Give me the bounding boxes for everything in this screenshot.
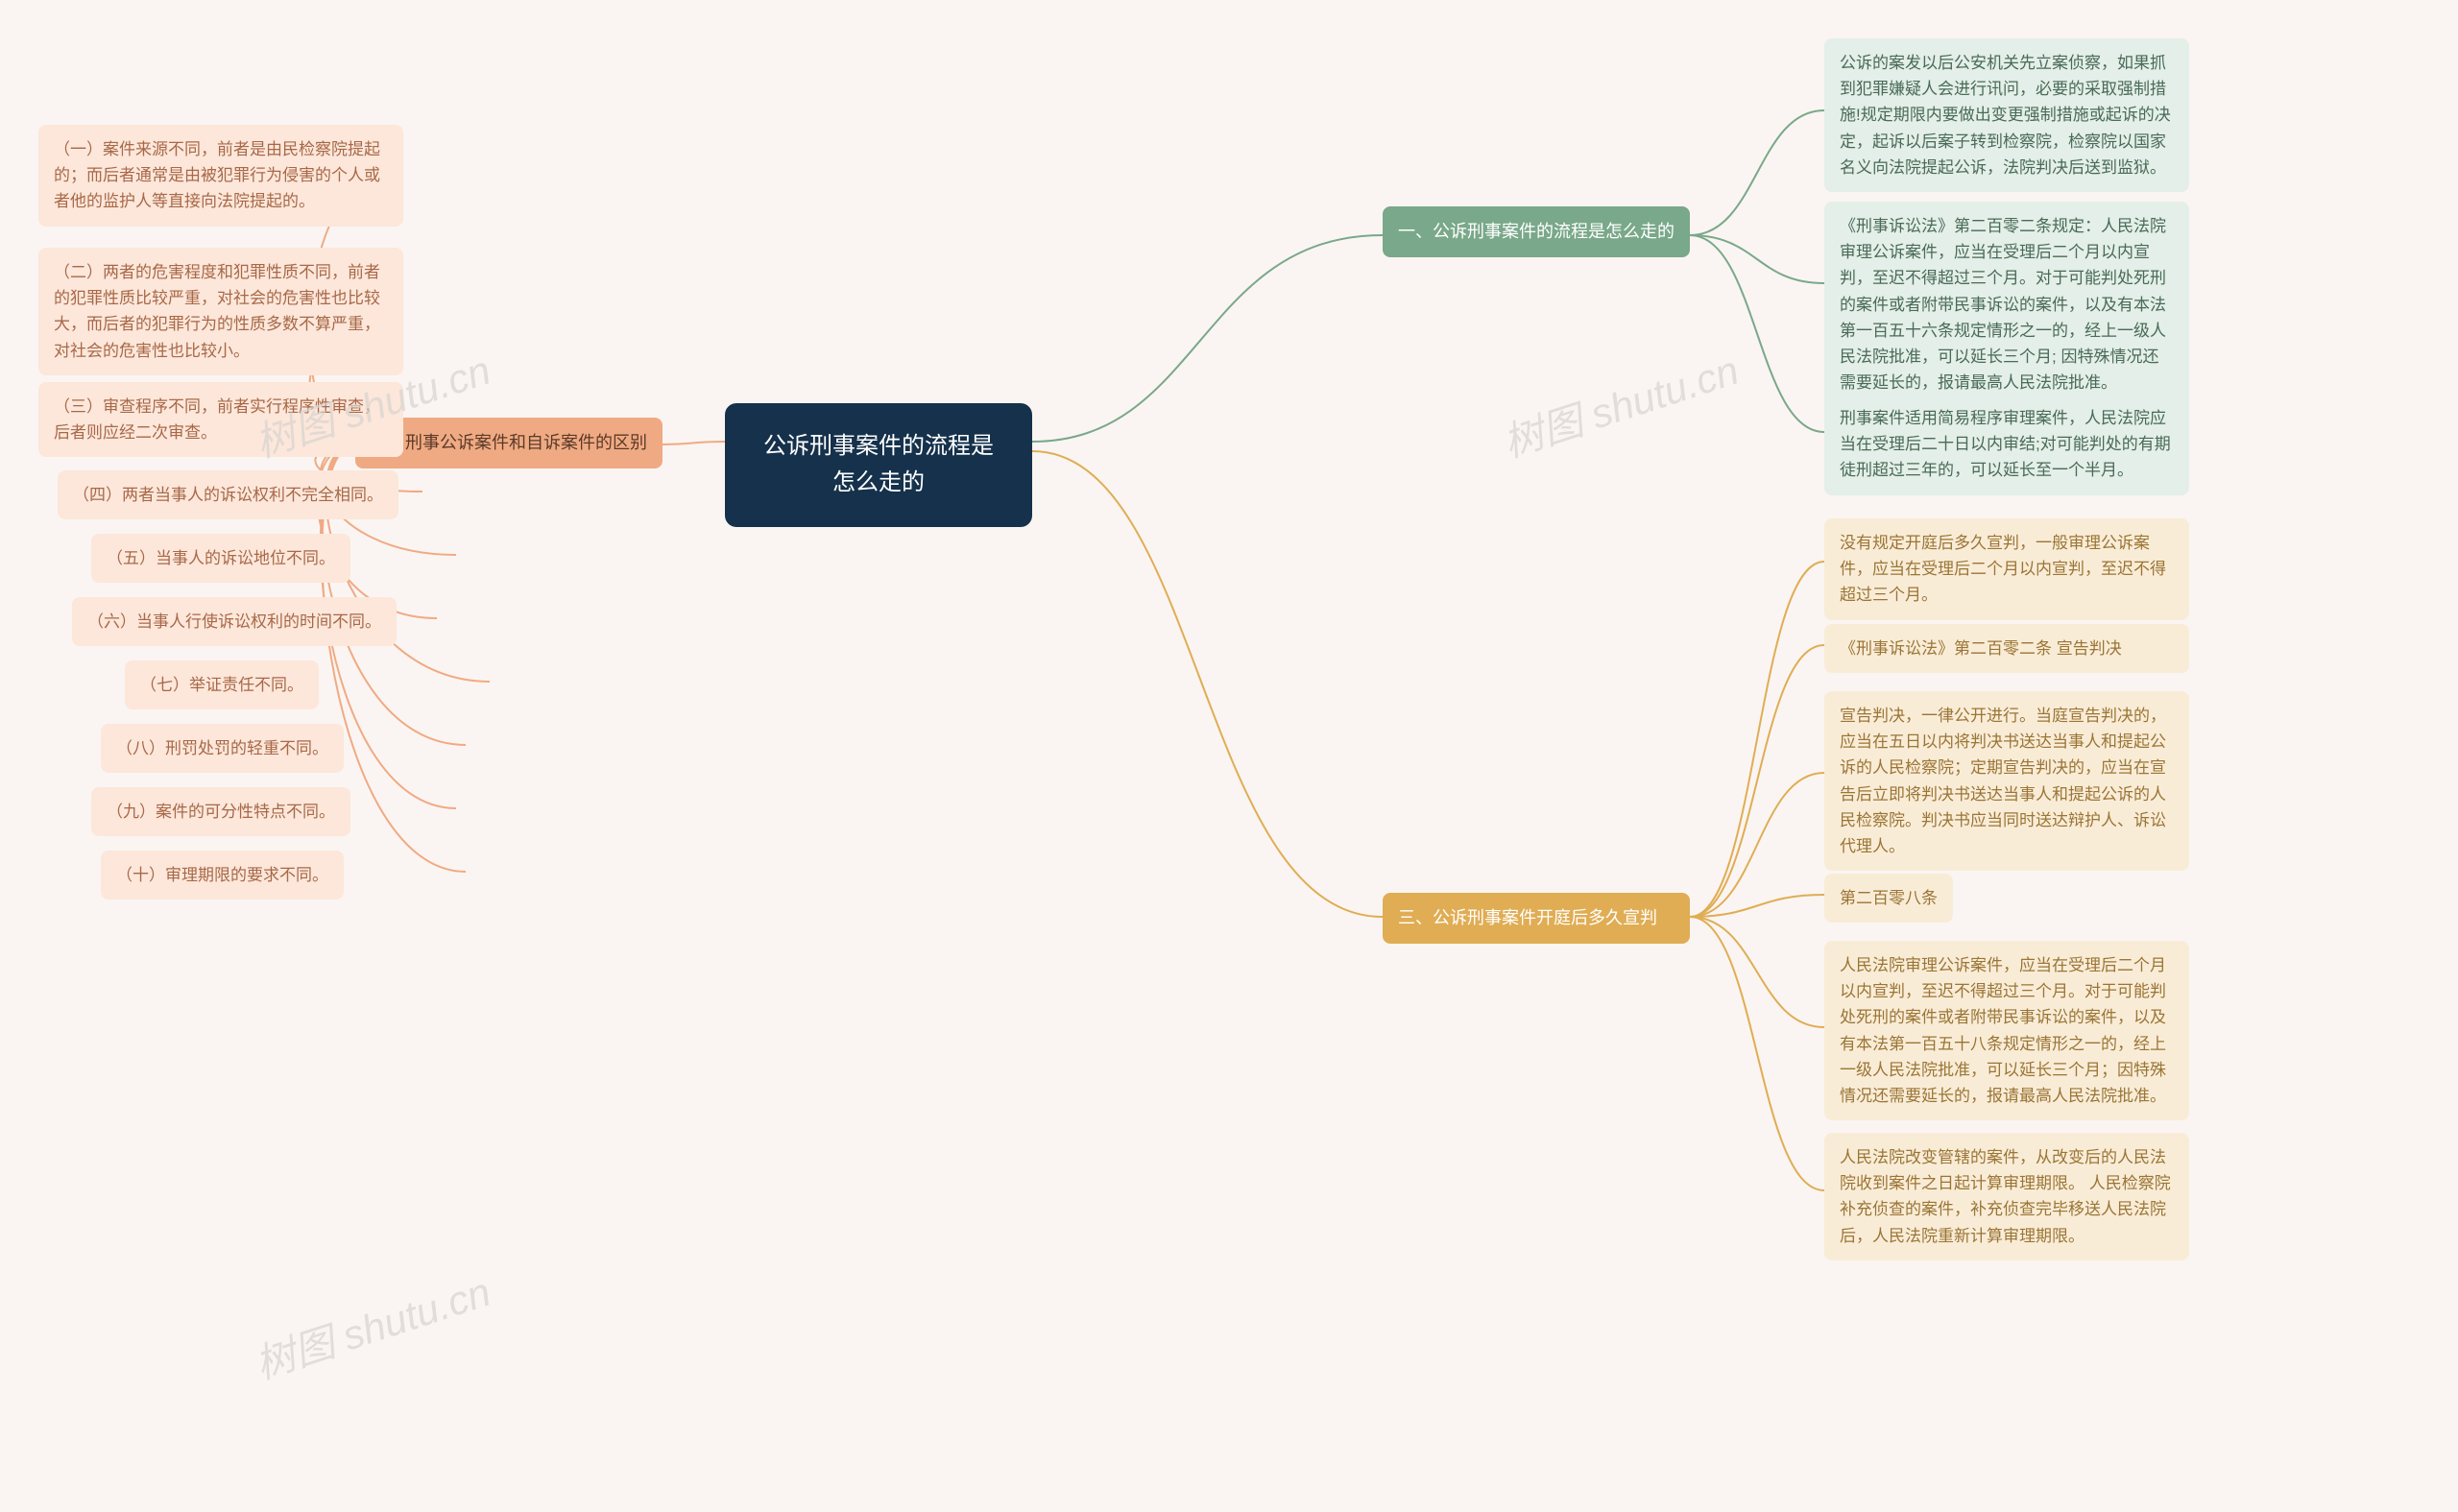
branch-2-leaf-1[interactable]: （二）两者的危害程度和犯罪性质不同，前者的犯罪性质比较严重，对社会的危害性也比较…: [38, 248, 403, 375]
branch-3[interactable]: 三、公诉刑事案件开庭后多久宣判: [1383, 893, 1690, 944]
branch-3-leaf-5[interactable]: 人民法院改变管辖的案件，从改变后的人民法院收到案件之日起计算审理期限。 人民检察…: [1824, 1133, 2189, 1260]
branch-2-leaf-5[interactable]: （六）当事人行使诉讼权利的时间不同。: [72, 597, 397, 646]
watermark: 树图 shutu.cn: [247, 1260, 497, 1391]
branch-1[interactable]: 一、公诉刑事案件的流程是怎么走的: [1383, 206, 1690, 257]
branch-1-leaf-0[interactable]: 公诉的案发以后公安机关先立案侦察，如果抓到犯罪嫌疑人会进行讯问，必要的采取强制措…: [1824, 38, 2189, 192]
root-node[interactable]: 公诉刑事案件的流程是怎么走的: [725, 403, 1032, 527]
branch-2-leaf-7[interactable]: （八）刑罚处罚的轻重不同。: [101, 724, 344, 773]
branch-2-leaf-8[interactable]: （九）案件的可分性特点不同。: [91, 787, 350, 836]
branch-2-leaf-0[interactable]: （一）案件来源不同，前者是由民检察院提起的；而后者通常是由被犯罪行为侵害的个人或…: [38, 125, 403, 227]
branch-2-leaf-3[interactable]: （四）两者当事人的诉讼权利不完全相同。: [58, 470, 398, 519]
branch-3-leaf-4[interactable]: 人民法院审理公诉案件，应当在受理后二个月以内宣判，至迟不得超过三个月。对于可能判…: [1824, 941, 2189, 1120]
mindmap-canvas: 公诉刑事案件的流程是怎么走的 一、公诉刑事案件的流程是怎么走的 公诉的案发以后公…: [0, 0, 2458, 1512]
branch-2-leaf-9[interactable]: （十）审理期限的要求不同。: [101, 851, 344, 900]
branch-1-leaf-2[interactable]: 刑事案件适用简易程序审理案件，人民法院应当在受理后二十日以内审结;对可能判处的有…: [1824, 394, 2189, 495]
branch-3-leaf-3[interactable]: 第二百零八条: [1824, 874, 1953, 923]
branch-2-leaf-2[interactable]: （三）审查程序不同，前者实行程序性审查，后者则应经二次审查。: [38, 382, 403, 457]
branch-1-leaf-1[interactable]: 《刑事诉讼法》第二百零二条规定：人民法院审理公诉案件，应当在受理后二个月以内宣判…: [1824, 202, 2189, 407]
branch-2-leaf-6[interactable]: （七）举证责任不同。: [125, 660, 319, 709]
branch-2-leaf-4[interactable]: （五）当事人的诉讼地位不同。: [91, 534, 350, 583]
watermark: 树图 shutu.cn: [1495, 338, 1746, 469]
branch-3-leaf-0[interactable]: 没有规定开庭后多久宣判，一般审理公诉案件，应当在受理后二个月以内宣判，至迟不得超…: [1824, 518, 2189, 620]
branch-3-leaf-1[interactable]: 《刑事诉讼法》第二百零二条 宣告判决: [1824, 624, 2189, 673]
branch-3-leaf-2[interactable]: 宣告判决，一律公开进行。当庭宣告判决的，应当在五日以内将判决书送达当事人和提起公…: [1824, 691, 2189, 871]
